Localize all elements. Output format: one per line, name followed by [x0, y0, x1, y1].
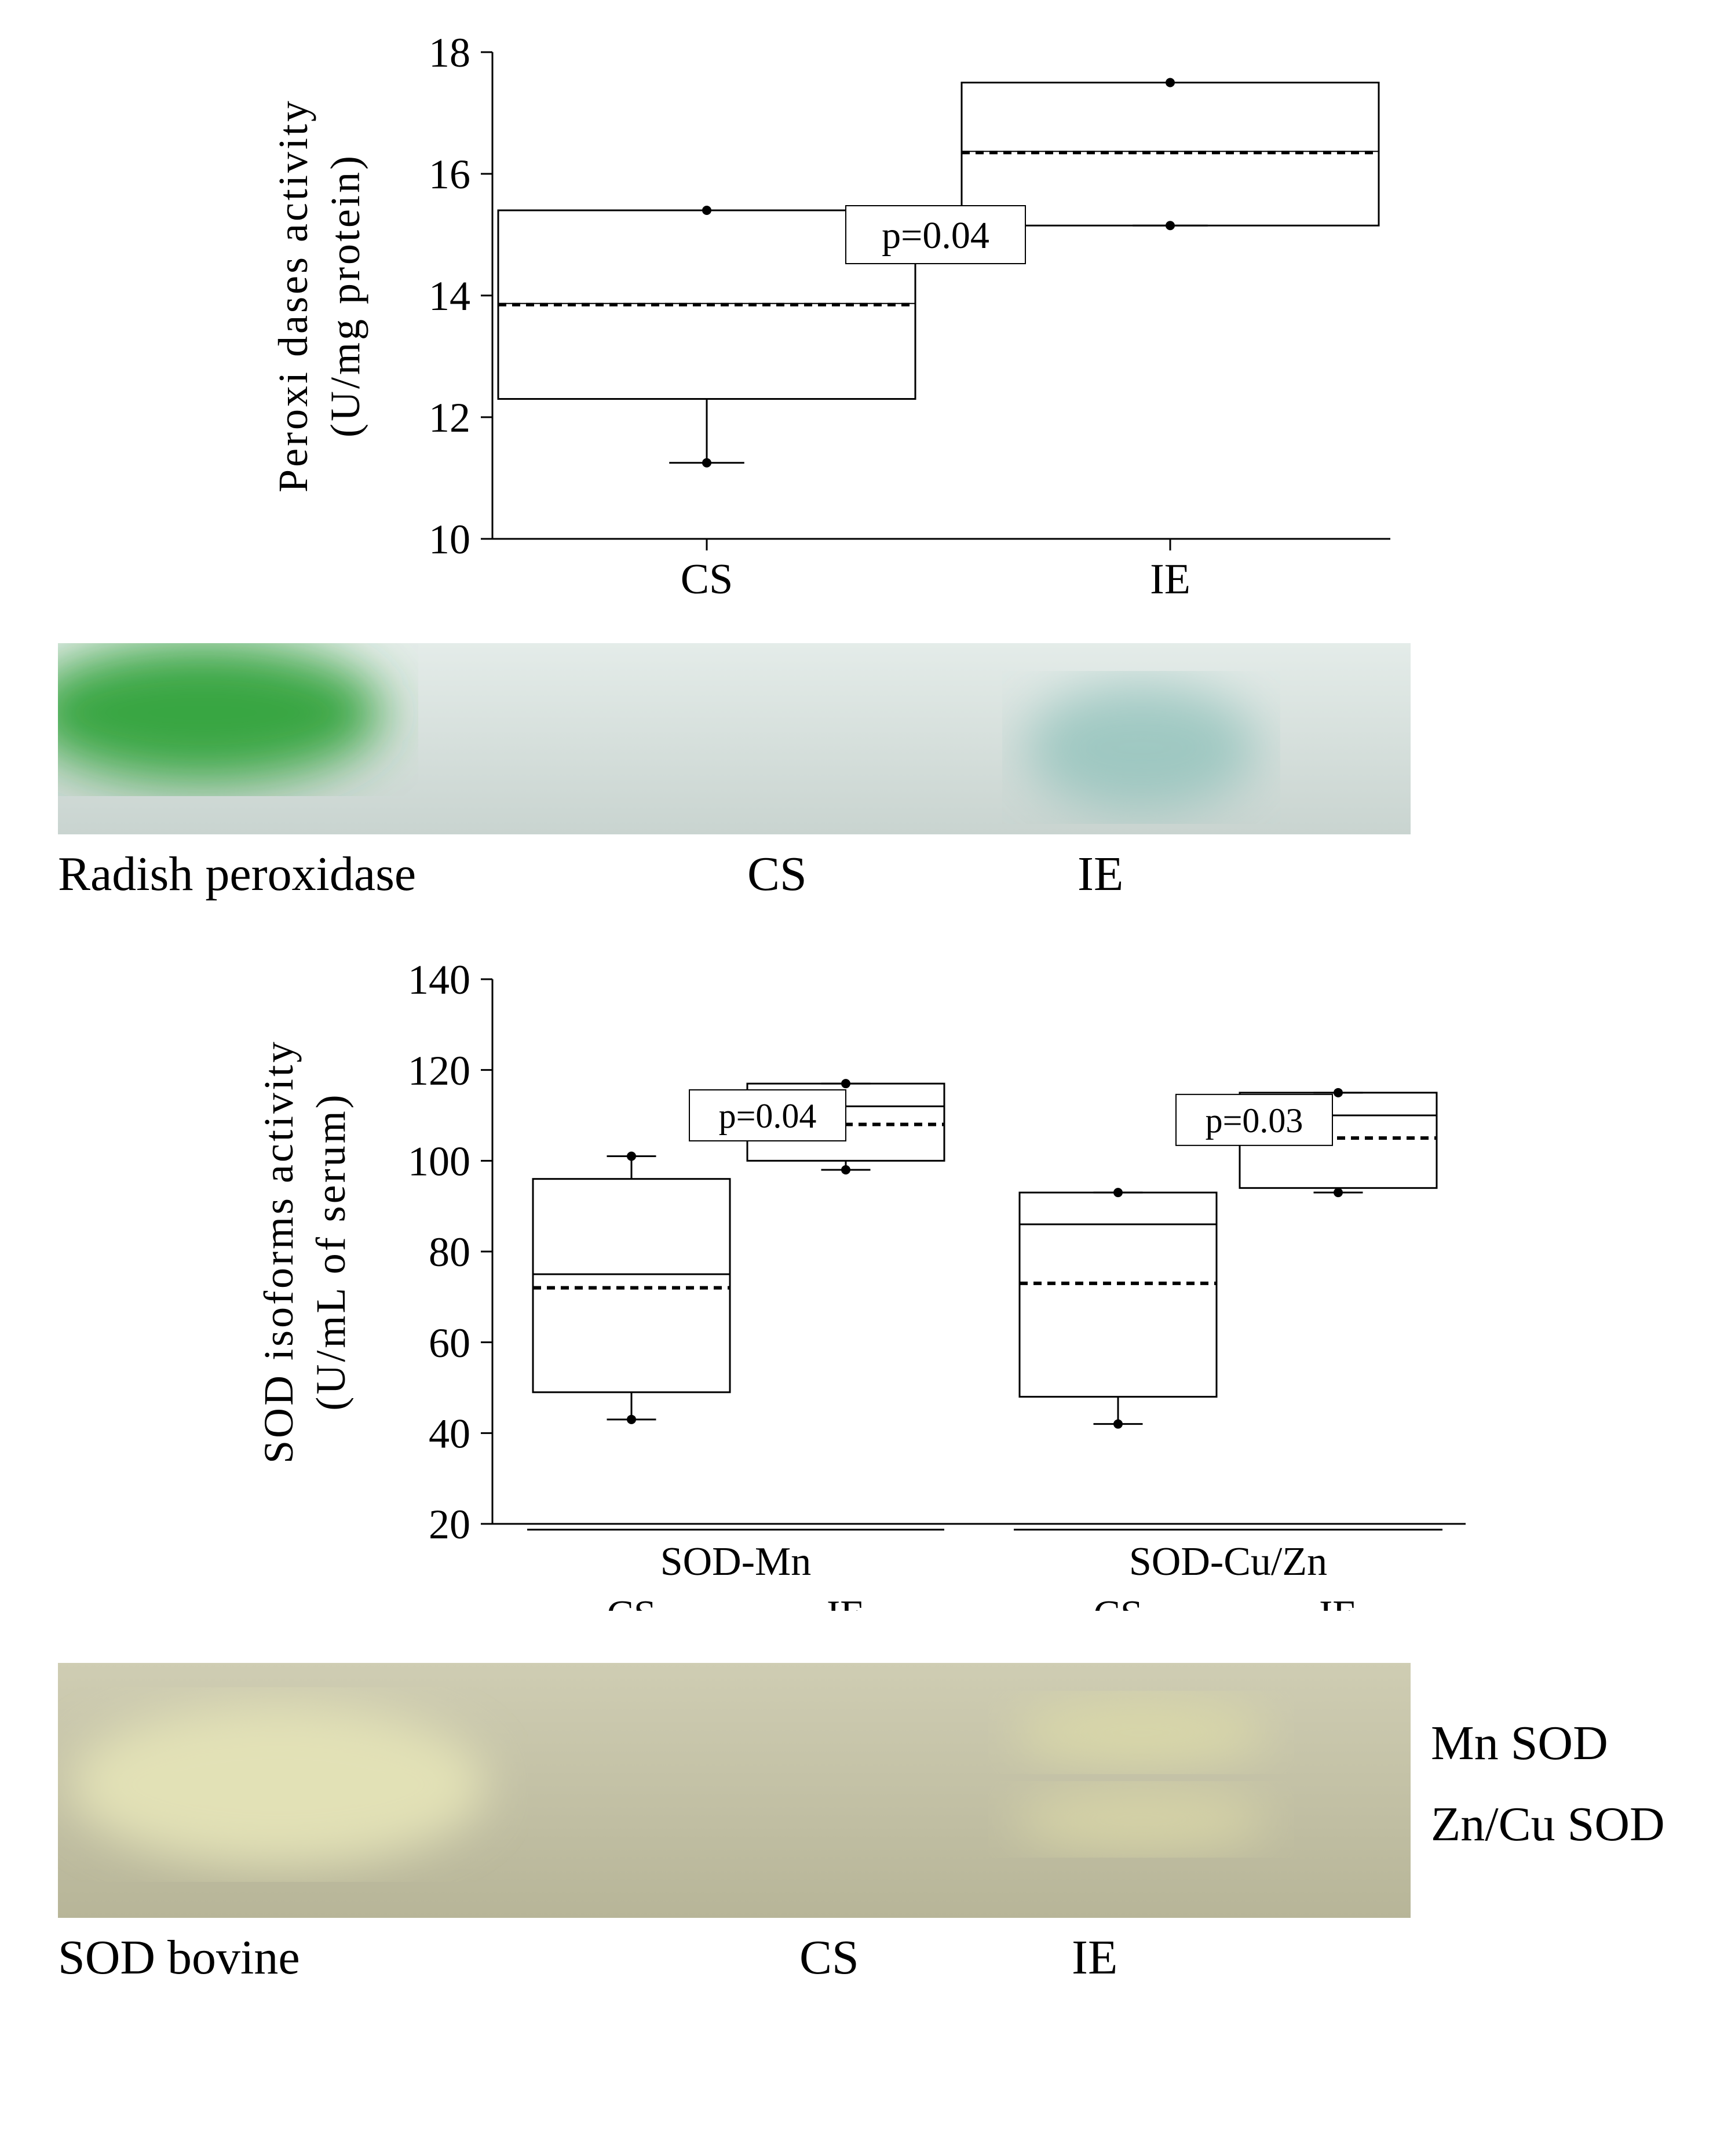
svg-text:10: 10	[429, 516, 470, 563]
svg-text:14: 14	[429, 273, 470, 319]
svg-text:(U/mg protein): (U/mg protein)	[322, 154, 368, 437]
svg-text:SOD-Mn: SOD-Mn	[660, 1540, 812, 1584]
svg-text:Peroxi dases activity: Peroxi dases activity	[270, 99, 316, 493]
gel2-label-ie: IE	[1072, 1929, 1117, 1986]
svg-text:120: 120	[408, 1048, 470, 1094]
gel2-side-zncu: Zn/Cu SOD	[1431, 1796, 1665, 1852]
gel1-label-cs: CS	[747, 846, 807, 902]
peroxidase-boxplot: 10 12 14 16 18 Peroxi dases activity(U/mg pro…	[226, 17, 1390, 608]
svg-text:20: 20	[429, 1501, 470, 1548]
svg-text:CS: CS	[607, 1593, 656, 1611]
svg-text:80: 80	[429, 1229, 470, 1275]
gel2-label-cs: CS	[799, 1929, 859, 1986]
svg-text:18: 18	[429, 30, 470, 76]
gel2-label-left: SOD bovine	[58, 1929, 300, 1986]
svg-text:CS: CS	[1093, 1593, 1143, 1611]
svg-text:12: 12	[429, 395, 470, 441]
svg-text:CS: CS	[681, 556, 733, 603]
svg-text:IE: IE	[1150, 556, 1190, 603]
gel1-label-ie: IE	[1078, 846, 1123, 902]
svg-text:p=0.03: p=0.03	[1206, 1101, 1303, 1140]
svg-text:SOD isoforms activity: SOD isoforms activity	[255, 1039, 302, 1464]
svg-text:SOD-Cu/Zn: SOD-Cu/Zn	[1129, 1540, 1327, 1584]
svg-text:p=0.04: p=0.04	[719, 1097, 817, 1135]
peroxidase-gel	[58, 643, 1411, 834]
svg-text:IE: IE	[1319, 1593, 1357, 1611]
gel1-label-left: Radish peroxidase	[58, 846, 416, 902]
svg-text:p=0.04: p=0.04	[882, 214, 989, 257]
svg-text:IE: IE	[827, 1593, 865, 1611]
gel2-side-mn: Mn SOD	[1431, 1715, 1608, 1771]
svg-text:60: 60	[429, 1320, 470, 1366]
svg-text:40: 40	[429, 1411, 470, 1457]
svg-text:(U/mL of serum): (U/mL of serum)	[308, 1092, 354, 1410]
sod-boxplot: 20 40 60 80 100 120 140 SOD isoforms activity(U…	[226, 944, 1466, 1611]
svg-text:16: 16	[429, 151, 470, 198]
svg-text:140: 140	[408, 957, 470, 1003]
sod-gel	[58, 1663, 1411, 1918]
svg-text:100: 100	[408, 1139, 470, 1185]
